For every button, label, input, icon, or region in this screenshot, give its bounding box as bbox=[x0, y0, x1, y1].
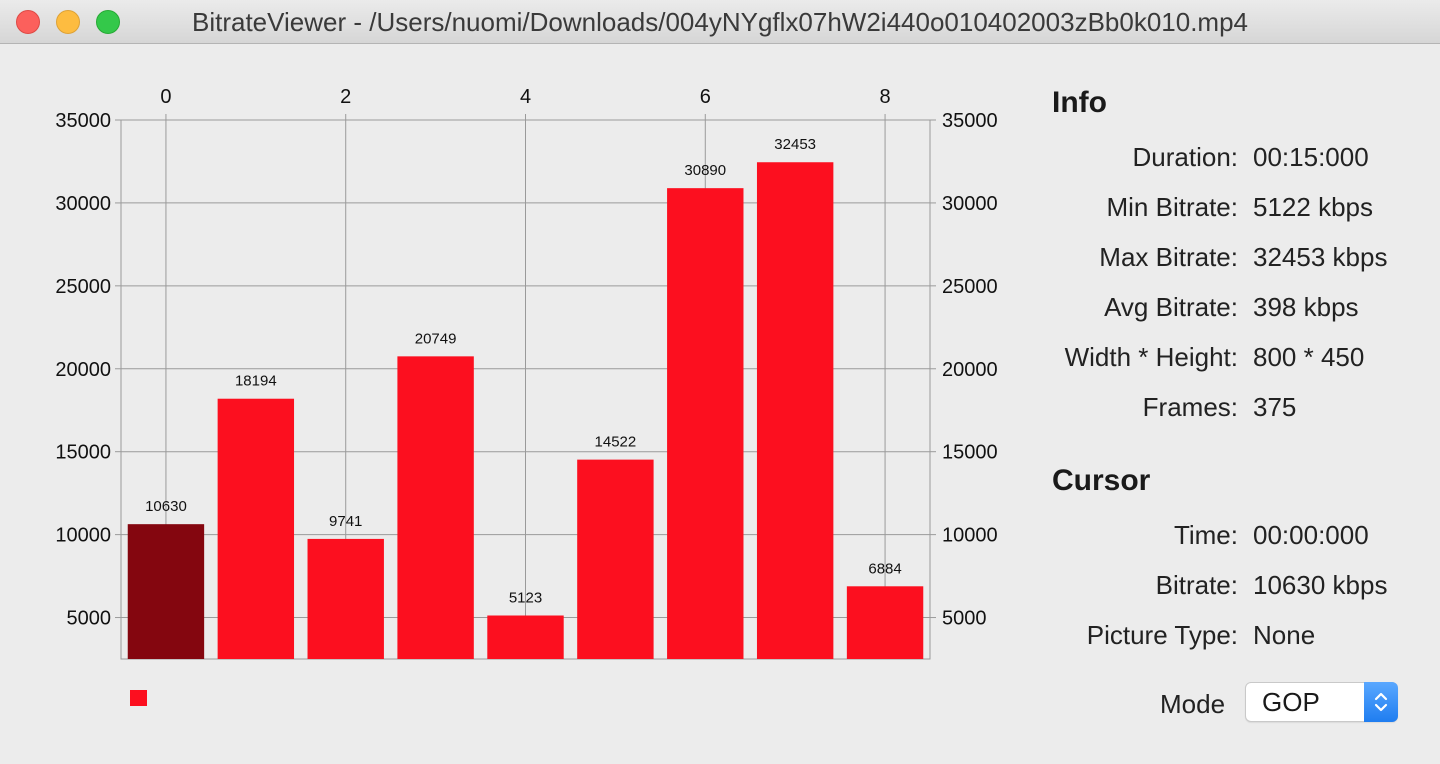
info-row-dimensions: Width * Height: 800 * 450 bbox=[1030, 339, 1440, 375]
bar-value-label: 32453 bbox=[774, 136, 816, 153]
window-title-text: BitrateViewer - /Users/nuomi/Downloads/0… bbox=[191, 7, 1249, 37]
y-tick-label-left: 10000 bbox=[55, 525, 111, 547]
info-value: 32453 kbps bbox=[1253, 242, 1388, 272]
info-row-min-bitrate: Min Bitrate: 5122 kbps bbox=[1030, 189, 1440, 225]
bar-value-label: 20749 bbox=[415, 330, 457, 347]
info-row-max-bitrate: Max Bitrate: 32453 kbps bbox=[1030, 239, 1440, 275]
cursor-value: 00:00:000 bbox=[1253, 520, 1369, 550]
bar bbox=[667, 188, 744, 659]
y-tick-label-left: 15000 bbox=[55, 442, 111, 464]
y-tick-label-right: 35000 bbox=[942, 110, 998, 132]
bar-value-label: 6884 bbox=[868, 560, 901, 577]
bar-value-label: 14522 bbox=[595, 434, 637, 451]
bar-value-label: 10630 bbox=[145, 498, 187, 515]
chevron-up-down-icon bbox=[1374, 692, 1388, 712]
bar bbox=[397, 356, 474, 659]
y-tick-label-right: 10000 bbox=[942, 525, 998, 547]
y-tick-label-left: 5000 bbox=[67, 608, 112, 630]
cursor-value: 10630 kbps bbox=[1253, 570, 1388, 600]
minimize-window-button[interactable] bbox=[56, 10, 80, 34]
cursor-label: Picture Type: bbox=[1086, 620, 1238, 650]
info-row-avg-bitrate: Avg Bitrate: 398 kbps bbox=[1030, 289, 1440, 325]
y-tick-label-right: 25000 bbox=[942, 276, 998, 298]
y-tick-label-left: 20000 bbox=[55, 359, 111, 381]
cursor-row-picture-type: Picture Type: None bbox=[1030, 617, 1440, 653]
x-tick-label: 6 bbox=[700, 86, 711, 108]
info-label: Avg Bitrate: bbox=[1104, 292, 1238, 322]
title-bar[interactable]: BitrateViewer - /Users/nuomi/Downloads/0… bbox=[0, 0, 1440, 44]
info-panel: Info Duration: 00:15:000 Min Bitrate: 51… bbox=[1030, 44, 1440, 764]
bar bbox=[487, 615, 564, 659]
info-label: Max Bitrate: bbox=[1099, 242, 1238, 272]
mode-select[interactable]: GOP bbox=[1245, 682, 1398, 722]
bar bbox=[307, 538, 384, 659]
close-window-button[interactable] bbox=[16, 10, 40, 34]
bar-value-label: 18194 bbox=[235, 373, 277, 390]
bar-value-label: 5123 bbox=[509, 589, 542, 606]
bar bbox=[217, 398, 295, 659]
bar bbox=[127, 524, 205, 659]
info-value: 398 kbps bbox=[1253, 292, 1359, 322]
info-heading: Info bbox=[1052, 86, 1107, 119]
x-tick-label: 0 bbox=[160, 86, 171, 108]
info-label: Min Bitrate: bbox=[1106, 192, 1239, 222]
info-row-frames: Frames: 375 bbox=[1030, 389, 1440, 425]
y-tick-label-right: 5000 bbox=[942, 608, 987, 630]
zoom-window-button[interactable] bbox=[96, 10, 120, 34]
info-value: 800 * 450 bbox=[1253, 342, 1365, 372]
window-title: BitrateViewer - /Users/nuomi/Downloads/0… bbox=[0, 0, 1440, 44]
info-value: 375 bbox=[1253, 392, 1297, 422]
mode-label: Mode bbox=[1160, 689, 1226, 719]
y-tick-label-right: 20000 bbox=[942, 359, 998, 381]
info-row-duration: Duration: 00:15:000 bbox=[1030, 139, 1440, 175]
cursor-row-bitrate: Bitrate: 10630 kbps bbox=[1030, 567, 1440, 603]
x-tick-label: 4 bbox=[520, 86, 531, 108]
info-label: Frames: bbox=[1142, 392, 1238, 422]
bar-value-label: 30890 bbox=[684, 162, 726, 179]
mode-selected-value: GOP bbox=[1262, 687, 1320, 717]
y-tick-label-left: 25000 bbox=[55, 276, 111, 298]
cursor-value: None bbox=[1253, 620, 1316, 650]
bar bbox=[756, 162, 834, 659]
y-tick-label-left: 35000 bbox=[55, 110, 111, 132]
y-tick-label-right: 30000 bbox=[942, 193, 998, 215]
cursor-heading: Cursor bbox=[1052, 464, 1151, 497]
legend-swatch bbox=[130, 690, 147, 706]
info-label: Duration: bbox=[1132, 142, 1239, 172]
y-tick-label-left: 30000 bbox=[55, 193, 111, 215]
cursor-label: Bitrate: bbox=[1155, 570, 1238, 600]
cursor-row-time: Time: 00:00:000 bbox=[1030, 517, 1440, 553]
bar bbox=[577, 459, 654, 659]
bar bbox=[846, 586, 924, 659]
info-value: 5122 kbps bbox=[1253, 192, 1373, 222]
x-tick-label: 8 bbox=[879, 86, 890, 108]
bar-value-label: 9741 bbox=[329, 513, 362, 530]
x-tick-label: 2 bbox=[340, 86, 351, 108]
y-tick-label-right: 15000 bbox=[942, 442, 998, 464]
info-label: Width * Height: bbox=[1064, 342, 1238, 372]
info-value: 00:15:000 bbox=[1253, 142, 1369, 172]
cursor-label: Time: bbox=[1173, 520, 1238, 550]
mode-select-stepper[interactable] bbox=[1364, 682, 1398, 722]
